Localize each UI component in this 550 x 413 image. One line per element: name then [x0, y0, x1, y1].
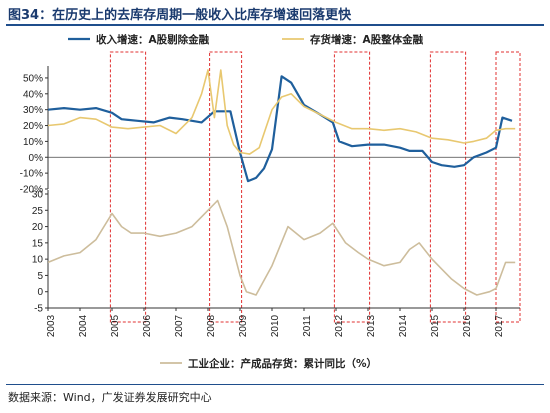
legend-label-2: 工业企业：产成品存货：累计同比（%）	[188, 357, 377, 370]
x-tick-label: 2004	[78, 314, 89, 337]
x-tick-label: 2009	[238, 314, 249, 337]
upper-y-tick-label: -10%	[20, 169, 43, 180]
x-tick-label: 2005	[110, 314, 121, 337]
lower-y-tick-label: 25	[32, 206, 44, 217]
shaded-period-3	[429, 51, 467, 323]
source-note: 数据来源：Wind，广发证券发展研究中心	[8, 391, 212, 404]
upper-y-tick-label: -20%	[20, 185, 43, 196]
title-rule	[6, 24, 544, 26]
upper-series-line-0	[48, 75, 513, 183]
x-tick-label: 2013	[366, 314, 377, 337]
shaded-period-4	[495, 51, 521, 323]
bottom-rule	[6, 384, 544, 385]
lower-y-tick-label: 5	[37, 271, 43, 282]
x-axis: 2003 2004 2005 2006 2007 2008 2009 2010 2011 2012…	[46, 307, 520, 337]
lower-chart: 30 25 20 15 10 5 0 -5	[32, 190, 516, 315]
shaded-periods	[109, 51, 521, 323]
upper-y-tick-label: 50%	[23, 73, 43, 84]
chart-title: 图34：在历史上的去库存周期一般收入比库存增速回落更快	[8, 8, 352, 23]
shaded-period-2	[333, 51, 371, 323]
lower-y-tick-label: -5	[34, 304, 43, 315]
lower-y-tick-label: 20	[32, 222, 44, 233]
upper-chart: 50% 40% 30% 20% 10% 0% -10% -20%	[20, 66, 520, 196]
legend-bottom: 工业企业：产成品存货：累计同比（%）	[160, 357, 377, 370]
x-tick-label: 2007	[174, 314, 185, 337]
x-tick-label: 2017	[494, 314, 505, 337]
lower-y-tick-label: 0	[37, 287, 43, 298]
upper-y-tick-label: 0%	[29, 153, 44, 164]
x-tick-label: 2012	[334, 314, 345, 337]
shaded-period-0	[109, 51, 147, 323]
lower-series-line-0	[48, 199, 516, 296]
upper-series-line-1	[48, 69, 516, 155]
x-tick-label: 2015	[430, 314, 441, 337]
x-tick-label: 2006	[142, 314, 153, 337]
x-tick-label: 2010	[270, 314, 281, 337]
x-tick-label: 2016	[462, 314, 473, 337]
x-tick-label: 2014	[398, 314, 409, 337]
lower-y-tick-label: 10	[32, 255, 44, 266]
x-tick-label: 2011	[302, 315, 313, 337]
chart-svg: 50%40%30%20%10%0%-10%-20% 302520151050-5…	[20, 33, 521, 370]
upper-y-tick-label: 20%	[23, 121, 43, 132]
upper-y-tick-label: 40%	[23, 89, 43, 100]
lower-y-tick-label: 15	[32, 238, 44, 249]
upper-y-tick-label: 10%	[23, 137, 43, 148]
x-tick-label: 2008	[206, 314, 217, 337]
legend-top: 收入增速：A股剔除金融 存货增速：A股整体金融	[68, 33, 424, 46]
x-tick-label: 2003	[46, 314, 57, 337]
upper-y-tick-label: 30%	[23, 105, 43, 116]
shaded-period-1	[209, 51, 243, 323]
legend-label-0: 收入增速：A股剔除金融	[96, 33, 210, 46]
legend-label-1: 存货增速：A股整体金融	[310, 33, 424, 46]
lower-y-tick-label: 30	[32, 190, 44, 201]
